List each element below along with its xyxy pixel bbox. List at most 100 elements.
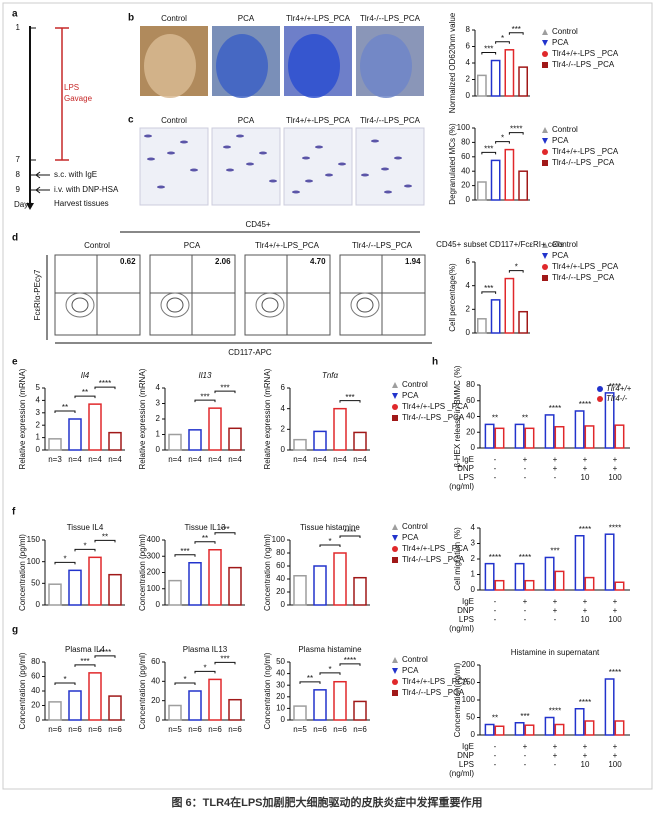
y-tick-label: 100 bbox=[27, 557, 41, 566]
legend-marker bbox=[542, 149, 548, 155]
legend-marker bbox=[392, 679, 398, 685]
legend-label: Control bbox=[402, 380, 428, 389]
n-label: n=6 bbox=[108, 725, 122, 734]
population bbox=[356, 297, 374, 313]
sig-bracket bbox=[194, 399, 216, 403]
legend-label: Tlr4-/--LPS _PCA bbox=[402, 688, 465, 697]
sig-bracket bbox=[481, 291, 497, 294]
legend-marker bbox=[392, 690, 398, 696]
sig-label: **** bbox=[99, 379, 111, 388]
bar bbox=[477, 318, 487, 334]
bar bbox=[168, 704, 182, 721]
sig-bracket bbox=[174, 554, 196, 557]
bar bbox=[484, 423, 495, 449]
y-tick-label: 8 bbox=[466, 25, 471, 34]
sig-label: **** bbox=[579, 525, 591, 534]
chart-title: Tissue IL4 bbox=[67, 523, 104, 532]
condition-value: - bbox=[524, 464, 527, 473]
condition-label: LPS bbox=[459, 473, 474, 482]
bar bbox=[574, 410, 585, 449]
bar bbox=[544, 716, 555, 736]
y-tick-label: 50 bbox=[276, 657, 285, 666]
sig-label: **** bbox=[99, 648, 111, 657]
sig-label: * bbox=[515, 263, 518, 272]
bar bbox=[48, 438, 62, 451]
sig-bracket bbox=[319, 672, 341, 675]
bar bbox=[518, 170, 528, 201]
bar bbox=[108, 695, 122, 721]
legend-marker bbox=[597, 386, 603, 392]
condition-value: - bbox=[494, 606, 497, 615]
bar bbox=[490, 299, 501, 334]
bar bbox=[584, 425, 595, 449]
legend-marker bbox=[392, 546, 398, 552]
sig-label: *** bbox=[550, 547, 559, 556]
step-label: s.c. with IgE bbox=[54, 170, 97, 179]
sig-bracket bbox=[508, 132, 524, 135]
n-label: n=4 bbox=[88, 455, 102, 464]
sig-label: *** bbox=[220, 383, 229, 392]
cell bbox=[190, 168, 198, 172]
y-tick-label: 4 bbox=[36, 396, 41, 405]
panel-label: c bbox=[128, 115, 134, 126]
cell bbox=[305, 179, 313, 183]
legend-marker bbox=[542, 242, 548, 248]
panel-label: h bbox=[432, 357, 438, 368]
chart-title: Tissue IL13 bbox=[184, 523, 226, 532]
y-tick-label: 0 bbox=[471, 585, 476, 594]
ear-tissue bbox=[360, 34, 412, 98]
legend-marker bbox=[597, 396, 603, 402]
y-tick-label: 80 bbox=[461, 138, 470, 147]
bar bbox=[477, 74, 487, 97]
sig-label: **** bbox=[510, 125, 522, 134]
panel-label: e bbox=[12, 357, 18, 368]
y-tick-label: 0 bbox=[156, 445, 161, 454]
condition-value: + bbox=[613, 597, 618, 606]
n-label: n=4 bbox=[168, 455, 182, 464]
n-label: n=4 bbox=[353, 455, 367, 464]
condition-value: - bbox=[524, 615, 527, 624]
population bbox=[160, 292, 190, 318]
y-tick-label: 1 bbox=[36, 433, 41, 442]
sig-bracket bbox=[214, 532, 236, 535]
bar bbox=[554, 570, 565, 591]
bar bbox=[333, 552, 347, 606]
bar bbox=[574, 708, 585, 736]
group-label: PCA bbox=[238, 14, 255, 23]
y-tick-label: 6 bbox=[466, 42, 471, 51]
y-tick-label: 0 bbox=[281, 600, 286, 609]
population bbox=[71, 297, 89, 313]
y-tick-label: 80 bbox=[276, 548, 285, 557]
legend-label: Tlr4+/+ bbox=[606, 384, 632, 393]
sig-bracket bbox=[74, 548, 96, 552]
condition-value: + bbox=[553, 597, 558, 606]
y-tick-label: 150 bbox=[462, 678, 476, 687]
sig-bracket bbox=[481, 52, 497, 55]
n-label: n=6 bbox=[48, 725, 62, 734]
cell bbox=[226, 168, 234, 172]
sig-label: ** bbox=[307, 674, 313, 683]
y-tick-label: 60 bbox=[466, 396, 475, 405]
condition-value: - bbox=[524, 760, 527, 769]
y-tick-label: 30 bbox=[276, 680, 285, 689]
sig-bracket bbox=[495, 141, 510, 144]
sig-bracket bbox=[339, 400, 361, 403]
condition-value: + bbox=[613, 742, 618, 751]
y-tick-label: 4 bbox=[466, 58, 471, 67]
condition-label: DNP bbox=[457, 464, 474, 473]
legend-label: Tlr4-/- bbox=[606, 394, 628, 403]
bar bbox=[88, 403, 102, 451]
sig-label: ** bbox=[492, 714, 498, 723]
population bbox=[350, 292, 380, 318]
group-label: PCA bbox=[238, 116, 255, 125]
bar bbox=[333, 680, 347, 721]
y-axis-label: Concentration (ng/ml) bbox=[263, 652, 272, 729]
condition-value: 100 bbox=[608, 473, 622, 482]
sig-label: **** bbox=[609, 668, 621, 677]
y-tick-label: 0 bbox=[156, 715, 161, 724]
bar bbox=[353, 576, 367, 606]
legend-marker bbox=[392, 557, 398, 563]
y-tick-label: 150 bbox=[27, 535, 41, 544]
cell bbox=[361, 173, 369, 177]
condition-value: - bbox=[554, 615, 557, 624]
